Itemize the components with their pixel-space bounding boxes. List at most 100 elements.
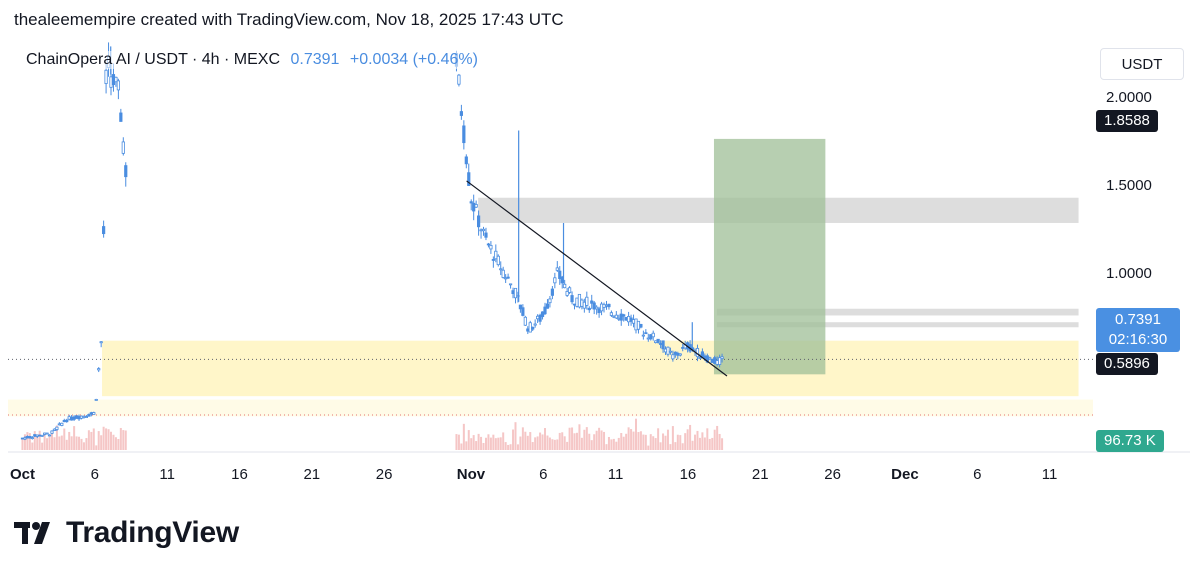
volume-bar [598,427,601,450]
candle-body [646,337,650,340]
candle-body [523,316,527,326]
volume-bar [625,433,628,450]
x-tick-dec: Dec [891,466,919,483]
volume-bar [551,439,554,450]
volume-bar [531,442,534,450]
x-tick-21: 21 [303,466,320,483]
candle-body [40,434,44,437]
volume-bar [548,437,551,450]
volume-bar [674,442,677,450]
volume-bar [97,431,100,450]
x-axis: Oct 6 11 16 21 26 Nov 6 11 16 21 26 Dec 6 11 [8,451,1190,483]
candle-body [89,412,93,415]
chart-frame[interactable]: Oct 6 11 16 21 26 Nov 6 11 16 21 26 Dec 6 11 ChainOper… [8,38,1190,488]
volume-bar [470,438,473,450]
volume-bar [472,435,475,450]
volume-bar [590,440,593,450]
candle-body [678,353,682,356]
candle-body [673,351,677,355]
volume-bar [718,433,721,450]
volume-bar [622,436,625,450]
volume-bar [566,441,569,450]
candle-body [555,267,559,271]
volume-bar [703,437,706,450]
volume-bar [580,437,583,450]
grid-layer [8,358,1093,416]
candle-body [599,303,604,312]
candle-body [57,423,61,426]
volume-bar [480,436,483,450]
volume-bar [627,427,630,450]
x-tick-oct: Oct [10,466,35,483]
volume-bar [711,437,714,450]
candle-body [462,125,466,144]
candle-body [570,295,574,303]
candle-body [575,297,579,307]
candle-body [33,434,37,437]
candle-body [649,334,653,340]
candle-body [62,419,66,423]
candle-body [511,290,515,295]
candle-body [536,315,540,320]
candle-body [676,352,680,356]
volume-bar [716,425,719,450]
price-chart[interactable]: Oct 6 11 16 21 26 Nov 6 11 16 21 26 Dec 6 11 [8,38,1190,488]
candle-body [501,269,505,278]
volume-bar [652,436,655,450]
volume-bar [529,432,532,450]
candle-body [590,300,594,304]
candle-body [538,314,542,322]
volume-bar [75,436,78,450]
candle-body [597,308,601,314]
volume-bar [499,437,502,450]
volume-bar [509,444,512,450]
candle-body [506,276,510,279]
volume-bar [73,426,76,450]
volume-bar [617,437,620,450]
brand-name: TradingView [66,516,239,549]
volume-bar [507,444,510,450]
volume-bar [691,440,694,450]
candle-body [464,156,468,165]
volume-bar [634,418,637,450]
candle-body [622,314,626,317]
volume-bar [31,442,34,450]
x-tick-6: 6 [539,466,547,483]
volume-bar [593,434,596,450]
candle-body [607,303,611,308]
volume-bar [701,432,704,450]
last-price-tag: 0.7391 02:16:30 [1096,308,1180,352]
volume-bar [70,436,73,450]
volume-bar [482,443,485,450]
resistance-line-upper [716,308,1079,316]
volume-bar [21,438,24,450]
volume-bar [708,438,711,450]
candle-body [661,340,665,350]
candle-body [553,277,557,284]
symbol-legend[interactable]: ChainOpera AI / USDT · 4h · MEXC 0.7391 … [26,51,478,69]
volume-bar [553,439,556,450]
candle-body [668,350,673,353]
volume-bar [639,431,642,450]
volume-bar [467,430,470,450]
candle-body [526,328,530,332]
lower-band [8,399,1093,417]
candle-body [124,165,128,178]
candle-body [499,268,503,271]
price-unit-button[interactable]: USDT [1100,48,1184,80]
volume-bar [607,436,610,450]
candle-body [489,244,493,250]
candle-body [558,270,562,280]
candle-body [65,419,69,423]
candle-body [609,312,614,316]
volume-bar [105,428,108,450]
candle-body [87,414,91,417]
volume-bar [519,436,522,450]
volume-bar [477,433,480,450]
y-tick-2: 2.0000 [1106,89,1152,106]
candle-body [116,80,120,91]
volume-bar [679,435,682,450]
candle-body [467,172,471,186]
candle-body [30,437,34,439]
x-tick-11: 11 [159,466,175,483]
